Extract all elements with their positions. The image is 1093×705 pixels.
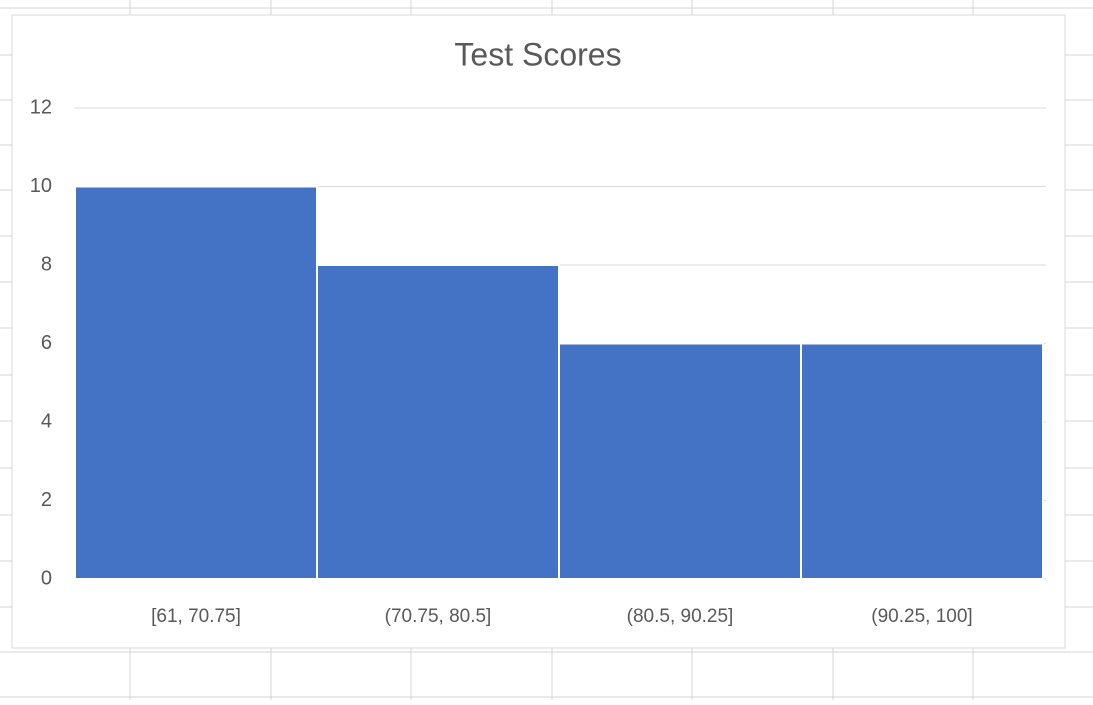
x-tick-label: (70.75, 80.5] [385, 606, 492, 627]
bar [800, 342, 1044, 580]
y-tick-label: 12 [30, 96, 52, 118]
y-tick-label: 10 [30, 175, 52, 197]
y-tick-label: 2 [41, 489, 52, 511]
y-tick-label: 4 [41, 410, 52, 432]
bar [558, 342, 802, 580]
y-tick-label: 6 [41, 332, 52, 354]
x-tick-label: (80.5, 90.25] [627, 606, 734, 627]
bar [74, 185, 318, 580]
bar [316, 264, 560, 580]
y-tick-label: 8 [41, 253, 52, 275]
x-tick-label: [61, 70.75] [151, 606, 241, 627]
chart-title: Test Scores [454, 36, 621, 72]
y-tick-label: 0 [41, 567, 52, 589]
x-tick-label: (90.25, 100] [871, 606, 972, 627]
plot: 0 2 4 6 8 10 12 [61, 70.75] (70.75, 80.5] (80.5, … [30, 96, 1046, 627]
